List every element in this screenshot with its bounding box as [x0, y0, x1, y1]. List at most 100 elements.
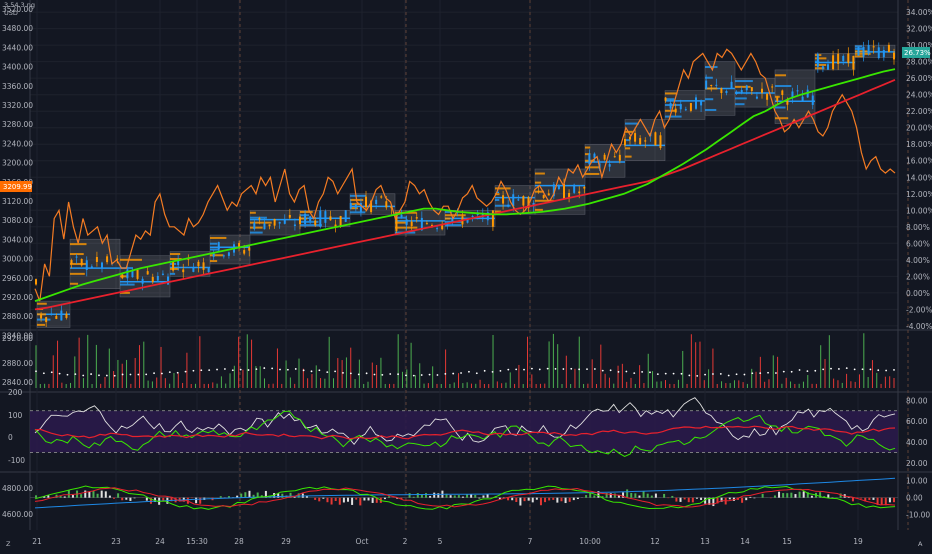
volume-average-dot — [822, 368, 824, 370]
candle-body — [558, 186, 560, 190]
time-axis-label: 29 — [281, 537, 291, 546]
profile-histogram-bar — [250, 232, 263, 234]
symbol-label: 3.54.3 ng — [4, 1, 35, 9]
volume-average-dot — [303, 369, 305, 371]
candle-body — [746, 85, 748, 90]
candle-body — [802, 97, 804, 102]
volume-average-dot — [562, 368, 564, 370]
candle-body — [213, 254, 215, 257]
volume-average-dot — [397, 373, 399, 375]
profile-histogram-bar — [170, 273, 175, 275]
profile-histogram-bar — [665, 110, 675, 112]
macd-histogram-bar — [774, 495, 776, 497]
candle-body — [197, 262, 199, 266]
volume-average-dot — [633, 372, 635, 374]
candle-body — [324, 211, 326, 223]
candle-body — [715, 85, 717, 86]
candle-body — [781, 90, 783, 95]
macd-histogram-bar — [199, 498, 201, 504]
left-axis-tick: 3440.00 — [2, 43, 33, 52]
volume-average-dot — [413, 375, 415, 377]
volume-average-dot — [106, 375, 108, 377]
macd-histogram-bar — [195, 498, 197, 504]
volume-average-dot — [90, 373, 92, 375]
macd-right-tick: 10.00 — [906, 477, 928, 486]
macd-histogram-bar — [868, 498, 870, 500]
macd-histogram-bar — [692, 498, 694, 503]
volume-average-dot — [366, 372, 368, 374]
profile-histogram-bar — [535, 209, 543, 211]
macd-histogram-bar — [417, 493, 419, 498]
macd-histogram-bar — [347, 498, 349, 502]
volume-average-dot — [232, 369, 234, 371]
volume-average-dot — [74, 373, 76, 375]
candle-body — [791, 91, 793, 97]
z-icon[interactable]: Z — [6, 540, 11, 548]
right-axis-tick: 32.00% — [906, 25, 932, 34]
candle-body — [695, 97, 697, 108]
volume-average-dot — [586, 368, 588, 370]
macd-histogram-bar — [351, 498, 353, 505]
left-axis-tick: 3080.00 — [2, 216, 33, 225]
candle-body — [147, 271, 149, 274]
macd-histogram-bar — [314, 498, 316, 500]
volume-average-dot — [98, 374, 100, 376]
candle-body — [878, 47, 880, 58]
volume-average-dot — [877, 369, 879, 371]
candle-body — [40, 315, 42, 319]
macd-histogram-bar — [129, 498, 131, 501]
volume-average-dot — [358, 374, 360, 376]
macd-histogram-bar — [113, 498, 115, 499]
percent-badge[interactable]: 26.73% — [902, 47, 931, 58]
candle-body — [157, 276, 159, 281]
volume-average-dot — [43, 372, 45, 374]
candle-body — [837, 54, 839, 64]
candle-body — [137, 270, 139, 279]
macd-histogram-bar — [827, 494, 829, 497]
macd-histogram-bar — [388, 496, 390, 497]
candle-body — [274, 219, 276, 226]
volume-average-dot — [185, 371, 187, 373]
profile-histogram-bar — [37, 303, 47, 305]
candle-body — [639, 138, 641, 144]
volume-average-dot — [862, 368, 864, 370]
volume-average-dot — [555, 368, 557, 370]
volume-axis-tick: 2920.00 — [2, 334, 33, 343]
profile-histogram-bar — [625, 156, 632, 158]
time-axis-label: 15 — [782, 537, 792, 546]
left-axis-tick: 3000.00 — [2, 255, 33, 264]
volume-average-dot — [318, 369, 320, 371]
time-axis-label: 13 — [700, 537, 710, 546]
rsi-left-tick: 200 — [8, 388, 23, 397]
time-axis-label: 19 — [853, 537, 863, 546]
price-badge[interactable]: 3209.99 — [0, 181, 32, 192]
volume-average-dot — [673, 373, 675, 375]
volume-average-dot — [169, 371, 171, 373]
rsi-left-tick: -100 — [8, 456, 25, 465]
auto-scale-icon[interactable]: A — [918, 540, 923, 548]
volume-average-dot — [610, 369, 612, 371]
profile-histogram-bar — [300, 224, 322, 226]
volume-average-dot — [783, 371, 785, 373]
volume-average-dot — [704, 374, 706, 376]
candle-body — [766, 94, 768, 100]
profile-histogram-bar — [855, 55, 864, 57]
macd-histogram-bar — [651, 496, 653, 498]
volume-average-dot — [374, 374, 376, 376]
candle-body — [543, 195, 545, 198]
macd-histogram-bar — [72, 495, 74, 498]
macd-histogram-bar — [326, 498, 328, 503]
candle-body — [538, 191, 540, 192]
volume-average-dot — [114, 375, 116, 377]
macd-histogram-bar — [729, 498, 731, 500]
macd-histogram-bar — [540, 498, 542, 506]
volume-average-dot — [492, 371, 494, 373]
volume-average-dot — [122, 374, 124, 376]
candle-body — [406, 219, 408, 225]
right-axis-tick: -2.00% — [906, 305, 932, 314]
macd-histogram-bar — [688, 498, 690, 503]
volume-average-dot — [515, 368, 517, 370]
candle-body — [365, 197, 367, 208]
